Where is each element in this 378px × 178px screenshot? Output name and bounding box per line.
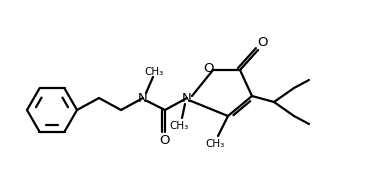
Text: CH₃: CH₃ [205,139,225,149]
Text: N: N [138,91,148,104]
Text: O: O [257,36,267,49]
Text: CH₃: CH₃ [144,67,164,77]
Text: N: N [182,91,192,104]
Text: CH₃: CH₃ [169,121,189,131]
Text: O: O [160,134,170,146]
Text: O: O [203,62,213,75]
